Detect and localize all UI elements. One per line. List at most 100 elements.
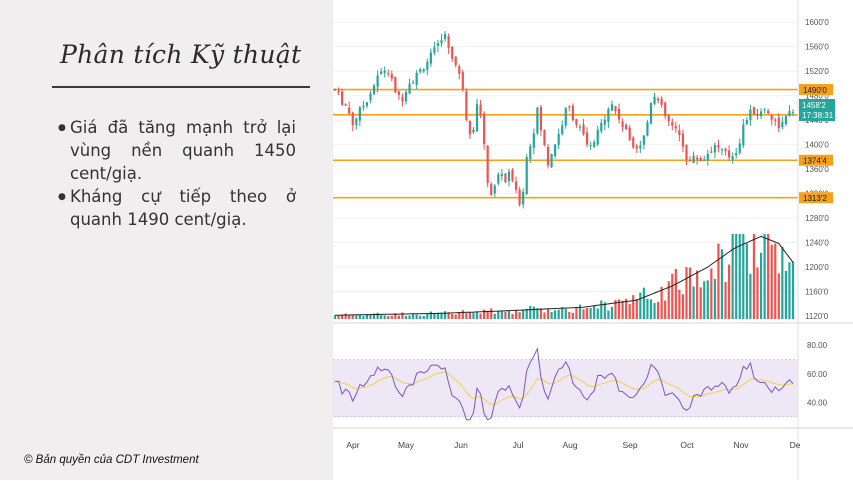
volume-bar	[656, 302, 660, 319]
volume-bar	[362, 316, 365, 319]
price-tick-label: 1160'0	[805, 288, 829, 297]
volume-bar	[454, 314, 457, 319]
candle-body	[603, 119, 606, 125]
candle-body	[585, 132, 589, 145]
candle-body	[681, 133, 685, 147]
volume-bar	[341, 314, 344, 319]
candle-body	[333, 89, 337, 91]
candle-body	[561, 125, 564, 134]
volume-bar	[539, 308, 543, 319]
volume-bar	[507, 311, 511, 319]
volume-bar	[703, 281, 706, 319]
volume-bar	[639, 292, 642, 319]
volume-bar	[642, 287, 645, 319]
candle-body	[571, 105, 574, 121]
time-axis-labels: Apr May Jun Jul Aug Sep Oct Nov De	[346, 440, 800, 450]
volume-bar	[483, 309, 486, 319]
volume-bar	[497, 310, 500, 319]
volume-bar	[720, 249, 724, 319]
level-label-text: 1313'2	[803, 194, 827, 203]
candle-body	[525, 156, 528, 195]
candle-body	[433, 47, 436, 53]
volume-bar	[568, 311, 571, 319]
price-tick-label: 1600'0	[805, 18, 829, 27]
candle-body	[401, 96, 404, 102]
candle-body	[539, 106, 543, 131]
volume-bar	[376, 312, 379, 319]
volume-bar	[451, 313, 454, 319]
rsi-line	[334, 346, 794, 421]
candle-body	[380, 71, 383, 75]
month-label: May	[398, 440, 415, 450]
candle-body	[408, 83, 411, 94]
volume-bar	[479, 313, 482, 319]
price-chart[interactable]: 1600'01560'01520'01480'01440'01400'01360…	[332, 0, 853, 480]
volume-bar	[578, 304, 582, 319]
candle-body	[703, 159, 706, 161]
volume-bar	[525, 308, 528, 319]
volume-bar	[692, 286, 695, 319]
volume-bar	[614, 299, 617, 319]
volume-bar	[550, 311, 553, 319]
volume-bar	[561, 307, 564, 319]
candle-body	[724, 148, 727, 151]
volume-bar	[543, 312, 546, 319]
candle-body	[490, 183, 493, 195]
candle-body	[500, 174, 503, 177]
volume-bar	[472, 312, 475, 319]
price-tick-label: 1360'0	[805, 165, 829, 174]
volume-bar	[688, 267, 692, 319]
candle-body	[653, 96, 656, 104]
candle-body	[706, 153, 709, 161]
volume-bar	[582, 309, 585, 319]
candle-body	[369, 93, 372, 101]
bullet-support: Giá đã tăng mạnh trở lại vùng nền quanh …	[58, 116, 296, 185]
candle-body	[337, 91, 340, 93]
price-tick-label: 1400'0	[805, 141, 829, 150]
candle-body	[770, 115, 773, 120]
volume-bar	[404, 315, 408, 319]
candle-body	[447, 36, 450, 48]
volume-ma-line	[335, 235, 794, 316]
volume-bar	[397, 315, 401, 319]
price-tick-label: 1240'0	[805, 239, 829, 248]
candle-body	[745, 119, 748, 125]
candle-body	[777, 117, 780, 129]
candle-body	[678, 130, 681, 136]
candle-body	[465, 91, 468, 120]
volume-bar	[731, 234, 734, 319]
volume-bar	[788, 262, 791, 319]
volume-bar	[465, 312, 468, 319]
level-label-text: 1490'0	[803, 86, 827, 95]
level-label-text: 1374'4	[803, 156, 827, 165]
price-tick-label: 1200'0	[805, 263, 829, 272]
candle-body	[617, 108, 621, 120]
candle-body	[362, 105, 365, 107]
candle-body	[625, 124, 628, 130]
candle-body	[514, 181, 518, 190]
candle-body	[607, 109, 610, 123]
volume-bar	[408, 315, 411, 319]
candle-body	[422, 69, 425, 72]
candle-body	[660, 98, 663, 105]
candle-body	[564, 107, 567, 126]
volume-bar	[514, 310, 518, 319]
candle-body	[667, 115, 670, 122]
candle-body	[699, 157, 702, 161]
volume-bar	[511, 313, 514, 319]
candle-body	[784, 116, 787, 125]
candle-body	[554, 144, 557, 156]
candle-body	[341, 91, 344, 105]
candle-body	[674, 126, 677, 129]
volume-bar	[635, 299, 638, 319]
volume-bar	[696, 270, 699, 319]
candle-body	[710, 151, 713, 153]
volume-bar	[724, 282, 727, 319]
candle-body	[742, 124, 745, 146]
candle-body	[738, 143, 741, 153]
volume-bar	[717, 243, 720, 319]
month-label: Apr	[346, 440, 359, 450]
volume-bar	[529, 305, 532, 319]
price-axis-ticks: 1600'01560'01520'01480'01440'01400'01360…	[805, 18, 829, 321]
volume-bar	[727, 264, 731, 319]
